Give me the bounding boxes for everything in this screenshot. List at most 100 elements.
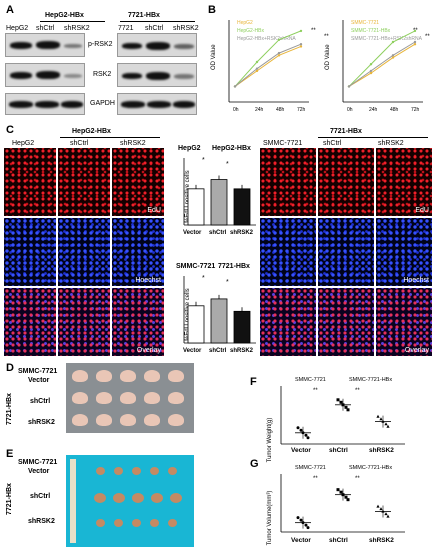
row-label-gapdh: GAPDH: [90, 100, 115, 107]
x-tick: Vector: [183, 348, 202, 354]
data-point: [306, 436, 310, 440]
tumor-photo: [66, 455, 194, 547]
bar: [233, 310, 251, 344]
hoechst-image: [58, 218, 110, 286]
data-point: [296, 516, 300, 520]
x-tick: shCtrl: [209, 230, 227, 236]
data-point: [299, 29, 303, 33]
legend-entry: SMMC-7721: [351, 20, 379, 26]
lane-label: shRSK2: [173, 25, 199, 32]
data-point: [277, 38, 281, 41]
data-point: [381, 509, 385, 513]
lane-label: HepG2: [6, 25, 29, 32]
x-tick: shRSK2: [230, 230, 254, 236]
row-label-rsk2: RSK2: [93, 71, 112, 78]
data-point: [369, 63, 373, 66]
x-tick: 24h: [369, 107, 378, 113]
hoechst-image: [260, 218, 316, 286]
edu-image: [58, 148, 110, 216]
edu-image: [260, 148, 316, 216]
data-point: [391, 56, 395, 59]
panel-c-group-7721: 7721-HBx: [330, 128, 362, 135]
data-point: [336, 398, 340, 402]
data-point: [413, 43, 417, 46]
panel-e-label: E: [6, 448, 14, 460]
series-line: [348, 30, 416, 87]
overlay-image: Overlay: [112, 288, 164, 356]
data-point: [379, 507, 383, 511]
data-point: [347, 85, 351, 88]
label-vector: Vector: [28, 468, 50, 475]
sig-mark: *: [202, 157, 205, 164]
hoechst-image: [4, 218, 56, 286]
overlay-image: [58, 288, 110, 356]
sig-mark: **: [313, 476, 318, 482]
lane-label: shCtrl: [145, 25, 164, 32]
lane-label: shRSK2: [64, 25, 90, 32]
ylabel: OD Value: [211, 44, 217, 70]
sig-mark: *: [226, 279, 229, 286]
blot-p-rsk2-hepg2: [5, 33, 85, 57]
data-point: [386, 514, 390, 518]
bar-group-label: SMMC-7721: [176, 263, 215, 270]
hoechst-image: Hoechst: [376, 218, 432, 286]
blot-rsk2-7721: [117, 63, 197, 87]
mice-photo: [66, 363, 194, 433]
row-label-edu: EdU: [147, 207, 161, 214]
data-point: [413, 29, 417, 33]
x-tick: 72h: [411, 107, 420, 113]
legend-entry: SMMC-7721-HBx+RSK2shRNA: [351, 36, 423, 42]
overlay-image: [260, 288, 316, 356]
label-vector: Vector: [28, 377, 50, 384]
legend-entry: HepG2: [237, 20, 253, 26]
data-point: [255, 69, 259, 73]
data-point: [384, 422, 388, 426]
data-point: [301, 431, 305, 435]
group-label: SMMC-7721: [295, 465, 326, 471]
group-underline: [60, 137, 160, 138]
data-point: [413, 40, 417, 44]
ylabel: OD Value: [325, 44, 331, 70]
data-point: [344, 405, 348, 409]
sig-mark: *: [202, 275, 205, 282]
panel-f-label: F: [250, 376, 257, 388]
data-point: [344, 495, 348, 499]
blot-rsk2-hepg2: [5, 63, 85, 87]
label-smmc: SMMC-7721: [18, 459, 58, 466]
lane-label: 7721: [118, 25, 134, 32]
x-tick: 0h: [233, 107, 239, 113]
data-point: [299, 518, 303, 522]
x-tick: Vector: [291, 447, 311, 454]
edu-image: [318, 148, 374, 216]
x-tick: shRSK2: [230, 348, 254, 354]
data-point: [381, 419, 385, 423]
x-tick: 48h: [390, 107, 399, 113]
panel-c-bar-charts: HepG2 HepG2-HBx * * %EdU positive cells …: [176, 145, 256, 354]
group-label: SMMC-7721: [295, 377, 326, 383]
x-tick: shCtrl: [329, 537, 348, 544]
series-line: [234, 43, 302, 87]
data-point: [233, 85, 237, 88]
overlay-image: Overlay: [376, 288, 432, 356]
panel-fg-scatter-charts: SMMC-7721 SMMC-7721-HBx ** ** Tumor Weig…: [267, 377, 405, 546]
panel-b-label: B: [208, 4, 216, 16]
label-shctrl: shCtrl: [30, 398, 51, 405]
group-label: SMMC-7721-HBx: [349, 465, 392, 471]
panel-c-label: C: [6, 124, 14, 136]
label-shctrl: shCtrl: [30, 493, 51, 500]
data-point: [301, 521, 305, 525]
x-tick: Vector: [183, 230, 202, 236]
ylabel: Tumor Volume(mm³): [267, 491, 273, 546]
blot-gapdh-7721: [117, 93, 197, 115]
bar: [187, 305, 205, 344]
panel-a-group-7721: 7721-HBx: [128, 12, 160, 19]
group-underline: [40, 21, 105, 22]
data-point: [346, 408, 350, 412]
hoechst-image: [318, 218, 374, 286]
bar-group-label: 7721-HBx: [218, 263, 250, 270]
sig-mark: **: [355, 388, 360, 394]
data-point: [391, 40, 395, 44]
x-tick: 24h: [255, 107, 264, 113]
ruler: [70, 459, 76, 543]
label-shrsk2: shRSK2: [28, 419, 55, 426]
